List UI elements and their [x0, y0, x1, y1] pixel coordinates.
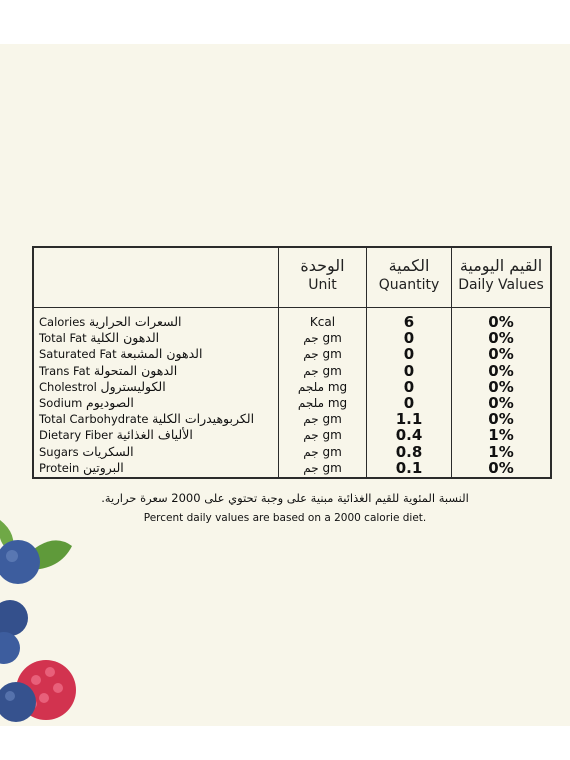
- daily-value-cell: 1%: [488, 442, 514, 461]
- column-divider: [451, 248, 452, 477]
- label-panel: [0, 44, 570, 726]
- quantity-cell: 6: [403, 313, 415, 331]
- daily-values-header-en: Daily Values: [458, 277, 544, 293]
- daily-value-cell: 0%: [488, 410, 514, 429]
- unit-column: Kcal جم gm جم gm جم gm ملجم mg ملجم mg ج…: [279, 314, 366, 476]
- nutrient-name-ar: السعرات الحرارية: [88, 314, 182, 329]
- quantity-cell: 0: [403, 377, 415, 396]
- quantity-column: 6 0 0 0 0 0 1.1 0.4 0.8 0.1: [367, 314, 451, 476]
- quantity-cell: 0.4: [395, 426, 423, 445]
- nutrient-name-en: Calories: [39, 315, 86, 329]
- footnote-ar: النسبة المئوية للقيم الغذائية مبنية على …: [101, 491, 469, 505]
- column-divider: [278, 248, 279, 477]
- quantity-cell: 0: [403, 393, 415, 412]
- unit-cell: ملجم mg: [297, 395, 348, 410]
- nutrient-name-ar: الدهون المشبعة: [120, 346, 203, 362]
- nutrient-name-en: Saturated Fat: [39, 347, 117, 362]
- nutrient-name-en: Sugars: [39, 444, 79, 459]
- nutrient-name-ar: الألياف الغذائية: [116, 427, 193, 443]
- daily-values-column: 0% 0% 0% 0% 0% 0% 0% 1% 1% 0%: [452, 314, 550, 476]
- unit-cell: ملجم mg: [297, 379, 348, 394]
- nutrient-row: Dietary Fiber الألياف الغذائية: [39, 427, 284, 443]
- quantity-cell: 0: [403, 361, 415, 380]
- daily-value-cell: 0%: [488, 345, 514, 364]
- blueberry-icon: [0, 540, 40, 584]
- daily-values-header: القيم اليومية Daily Values: [452, 256, 550, 294]
- unit-header: الوحدة Unit: [279, 256, 366, 294]
- daily-value-cell: 0%: [488, 458, 514, 477]
- daily-values-header-ar: القيم اليومية: [459, 256, 543, 275]
- footnote-en: Percent daily values are based on a 2000…: [143, 512, 427, 524]
- unit-cell: Kcal: [309, 315, 336, 329]
- nutrient-row: Saturated Fat الدهون المشبعة: [39, 346, 284, 362]
- nutrient-name-ar: السكريات: [82, 443, 134, 459]
- nutrient-name-ar: الدهون المتحولة: [93, 362, 178, 378]
- quantity-header: الكمية Quantity: [367, 256, 451, 294]
- unit-cell: جم gm: [303, 363, 342, 378]
- blueberry-icon: [0, 632, 20, 664]
- daily-value-cell: 0%: [488, 313, 514, 331]
- nutrient-row: Cholestrol الكوليسترول: [39, 379, 284, 395]
- nutrient-row: Total Fat الدهون الكلية: [39, 330, 284, 346]
- quantity-cell: 0: [403, 329, 415, 348]
- unit-cell: جم gm: [303, 347, 342, 362]
- quantity-cell: 0.1: [395, 458, 423, 477]
- unit-cell: جم gm: [303, 444, 342, 459]
- nutrient-name-ar: الدهون الكلية: [90, 330, 160, 346]
- nutrient-name-ar: الصوديوم: [85, 394, 134, 410]
- unit-header-ar: الوحدة: [300, 256, 345, 275]
- quantity-cell: 0.8: [395, 442, 423, 461]
- nutrient-name-ar: الكربوهيدرات الكلية: [152, 411, 255, 427]
- nutrient-row: Sodium الصوديوم: [39, 395, 284, 411]
- quantity-cell: 0: [403, 345, 415, 364]
- nutrient-row: Total Carbohydrate الكربوهيدرات الكلية: [39, 411, 284, 427]
- unit-cell: جم gm: [303, 428, 342, 443]
- nutrient-name-en: Total Carbohydrate: [39, 412, 149, 427]
- nutrition-table: الوحدة Unit الكمية Quantity القيم اليومي…: [32, 246, 552, 479]
- nutrient-name-ar: الكوليسترول: [100, 378, 166, 394]
- nutrient-name-en: Trans Fat: [39, 363, 91, 378]
- unit-cell: جم gm: [303, 460, 342, 475]
- nutrient-name-ar: البروتين: [82, 459, 124, 475]
- nutrient-names-column: Calories السعرات الحرارية Total Fat الده…: [39, 314, 284, 476]
- nutrient-name-en: Cholestrol: [39, 379, 97, 394]
- nutrient-name-en: Total Fat: [39, 331, 87, 346]
- blueberry-icon: [0, 600, 28, 636]
- daily-value-cell: 0%: [488, 361, 514, 380]
- column-divider: [366, 248, 367, 477]
- unit-cell: جم gm: [303, 331, 342, 346]
- nutrient-row: Protein البروتين: [39, 460, 284, 476]
- header-divider: [34, 307, 550, 308]
- nutrient-name-en: Protein: [39, 460, 80, 475]
- daily-value-cell: 0%: [488, 377, 514, 396]
- unit-header-en: Unit: [308, 277, 337, 293]
- daily-value-cell: 0%: [488, 393, 514, 412]
- daily-value-cell: 1%: [488, 426, 514, 445]
- quantity-header-en: Quantity: [378, 277, 440, 293]
- nutrient-name-en: Sodium: [39, 395, 83, 410]
- nutrient-name-en: Dietary Fiber: [39, 428, 113, 443]
- quantity-header-ar: الكمية: [388, 256, 430, 275]
- nutrient-row: Trans Fat الدهون المتحولة: [39, 363, 284, 379]
- unit-cell: جم gm: [303, 412, 342, 427]
- daily-value-cell: 0%: [488, 329, 514, 348]
- berries-illustration: [0, 520, 76, 722]
- quantity-cell: 1.1: [395, 410, 423, 429]
- nutrient-row: Calories السعرات الحرارية: [39, 314, 284, 330]
- nutrient-row: Sugars السكريات: [39, 444, 284, 460]
